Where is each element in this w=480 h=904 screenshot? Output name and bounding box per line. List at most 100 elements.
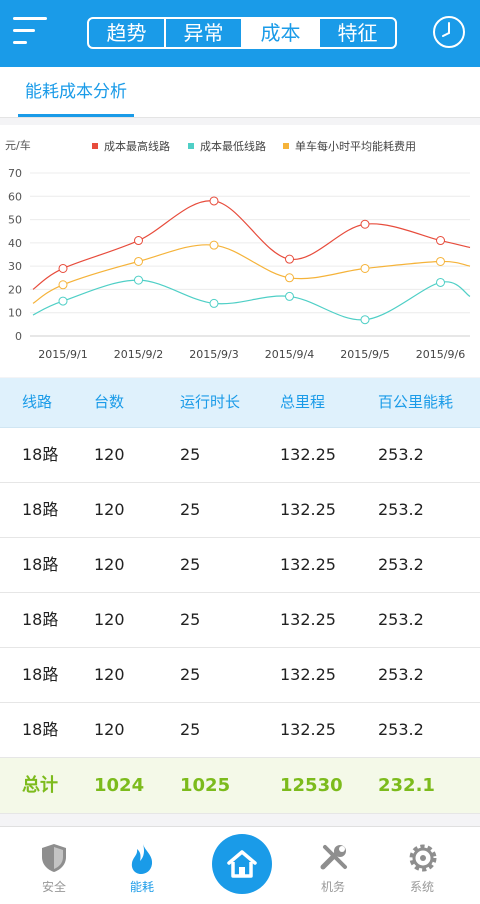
data-point xyxy=(209,196,219,206)
data-point xyxy=(436,256,445,266)
cell-mileage: 132.25 xyxy=(280,500,336,519)
cell-route: 18路 xyxy=(22,665,59,684)
y-tick-label: 60 xyxy=(8,190,22,203)
y-tick-label: 20 xyxy=(8,283,22,296)
cell-count: 120 xyxy=(94,720,125,739)
y-unit-label: 元/车 xyxy=(5,138,31,152)
data-point xyxy=(285,254,294,264)
x-tick-label: 2015/9/3 xyxy=(189,348,238,361)
line-chart: 元/车 0 10 20 30 40 50 60 70 2015/9/1 2015/9/2 2015/9… xyxy=(5,138,471,361)
x-tick-label: 2015/9/1 xyxy=(38,348,87,361)
header-count: 台数 xyxy=(94,393,125,411)
table-row[interactable]: 18路 120 25 132.25 253.2 xyxy=(0,593,480,648)
x-tick-label: 2015/9/4 xyxy=(265,348,314,361)
shield-icon xyxy=(42,844,66,872)
cell-energy: 253.2 xyxy=(378,555,424,574)
cell-energy: 253.2 xyxy=(378,665,424,684)
top-bar: 趋势 异常 成本 特征 xyxy=(0,0,480,67)
cell-count: 120 xyxy=(94,610,125,629)
data-point xyxy=(285,273,294,283)
table-header: 线路 台数 运行时长 总里程 百公里能耗 xyxy=(0,378,480,428)
y-tick-label: 0 xyxy=(15,330,22,343)
legend-swatch xyxy=(92,143,98,149)
cell-count: 120 xyxy=(94,445,125,464)
table-row[interactable]: 18路 120 25 132.25 253.2 xyxy=(0,703,480,758)
tab-energy-cost-analysis[interactable]: 能耗成本分析 xyxy=(18,67,134,117)
menu-icon[interactable] xyxy=(13,17,47,47)
header-route: 线路 xyxy=(22,393,53,411)
data-point xyxy=(58,296,68,306)
tab-system[interactable]: 系统 xyxy=(382,827,462,904)
data-point xyxy=(58,263,68,273)
header-mileage: 总里程 xyxy=(280,393,326,411)
data-point xyxy=(360,263,370,273)
sub-tab-bar: 能耗成本分析 xyxy=(0,67,480,118)
cell-mileage: 132.25 xyxy=(280,720,336,739)
cell-route: 18路 xyxy=(22,610,59,629)
tab-safety[interactable]: 安全 xyxy=(14,827,94,904)
cell-energy: 253.2 xyxy=(378,610,424,629)
total-runtime: 1025 xyxy=(180,775,231,796)
cell-route: 18路 xyxy=(22,500,59,519)
x-tick-label: 2015/9/2 xyxy=(114,348,163,361)
series-line xyxy=(32,244,471,304)
total-mileage: 12530 xyxy=(280,775,343,796)
cell-route: 18路 xyxy=(22,720,59,739)
data-point xyxy=(436,236,445,246)
table-row[interactable]: 18路 120 25 132.25 253.2 xyxy=(0,648,480,703)
table-row[interactable]: 18路 120 25 132.25 253.2 xyxy=(0,428,480,483)
cell-route: 18路 xyxy=(22,555,59,574)
total-label: 总计 xyxy=(22,775,58,796)
total-energy: 232.1 xyxy=(378,775,435,796)
y-tick-label: 10 xyxy=(8,307,22,320)
home-button[interactable] xyxy=(212,834,272,894)
segment-tabs: 趋势 异常 成本 特征 xyxy=(87,17,397,49)
flame-icon xyxy=(131,844,153,874)
table-row[interactable]: 18路 120 25 132.25 253.2 xyxy=(0,538,480,593)
cell-runtime: 25 xyxy=(180,665,201,684)
legend-label: 成本最高线路 xyxy=(104,139,170,153)
data-point xyxy=(436,277,445,287)
data-point xyxy=(58,280,68,290)
tab-system-label: 系统 xyxy=(409,880,434,894)
data-point xyxy=(209,298,219,308)
data-point xyxy=(285,291,294,301)
cell-count: 120 xyxy=(94,665,125,684)
cell-runtime: 25 xyxy=(180,720,201,739)
tab-anomaly[interactable]: 异常 xyxy=(166,19,243,47)
tab-maintenance-label: 机务 xyxy=(320,880,345,894)
tools-icon xyxy=(320,845,347,870)
clock-icon[interactable] xyxy=(432,15,466,49)
cell-energy: 253.2 xyxy=(378,500,424,519)
data-point xyxy=(209,240,219,250)
y-tick-label: 40 xyxy=(8,237,22,250)
tab-cost[interactable]: 成本 xyxy=(243,19,320,47)
y-tick-label: 30 xyxy=(8,260,22,273)
cost-chart: 元/车 0 10 20 30 40 50 60 70 2015/9/1 2015/9/2 2015/9… xyxy=(0,125,480,377)
total-row: 总计 1024 1025 12530 232.1 xyxy=(0,758,480,814)
header-energy-per-100km: 百公里能耗 xyxy=(378,393,454,411)
cell-runtime: 25 xyxy=(180,610,201,629)
tab-energy-label: 能耗 xyxy=(129,880,154,894)
data-point xyxy=(134,256,143,266)
tab-energy[interactable]: 能耗 xyxy=(102,827,182,904)
legend-label: 单车每小时平均能耗费用 xyxy=(295,139,416,153)
tab-trend[interactable]: 趋势 xyxy=(89,19,166,47)
home-icon xyxy=(227,850,257,878)
x-tick-label: 2015/9/5 xyxy=(340,348,389,361)
tab-maintenance[interactable]: 机务 xyxy=(293,827,373,904)
y-tick-label: 50 xyxy=(8,214,22,227)
cell-count: 120 xyxy=(94,555,125,574)
cell-count: 120 xyxy=(94,500,125,519)
data-point xyxy=(360,219,370,229)
data-point xyxy=(134,275,143,285)
series-line xyxy=(32,279,471,321)
y-tick-label: 70 xyxy=(8,167,22,180)
cell-mileage: 132.25 xyxy=(280,665,336,684)
series-line xyxy=(32,200,471,290)
tab-feature[interactable]: 特征 xyxy=(337,21,378,45)
cell-runtime: 25 xyxy=(180,445,201,464)
route-table: 线路 台数 运行时长 总里程 百公里能耗 18路 120 25 132.25 2… xyxy=(0,378,480,814)
legend-swatch xyxy=(188,143,194,149)
table-row[interactable]: 18路 120 25 132.25 253.2 xyxy=(0,483,480,538)
